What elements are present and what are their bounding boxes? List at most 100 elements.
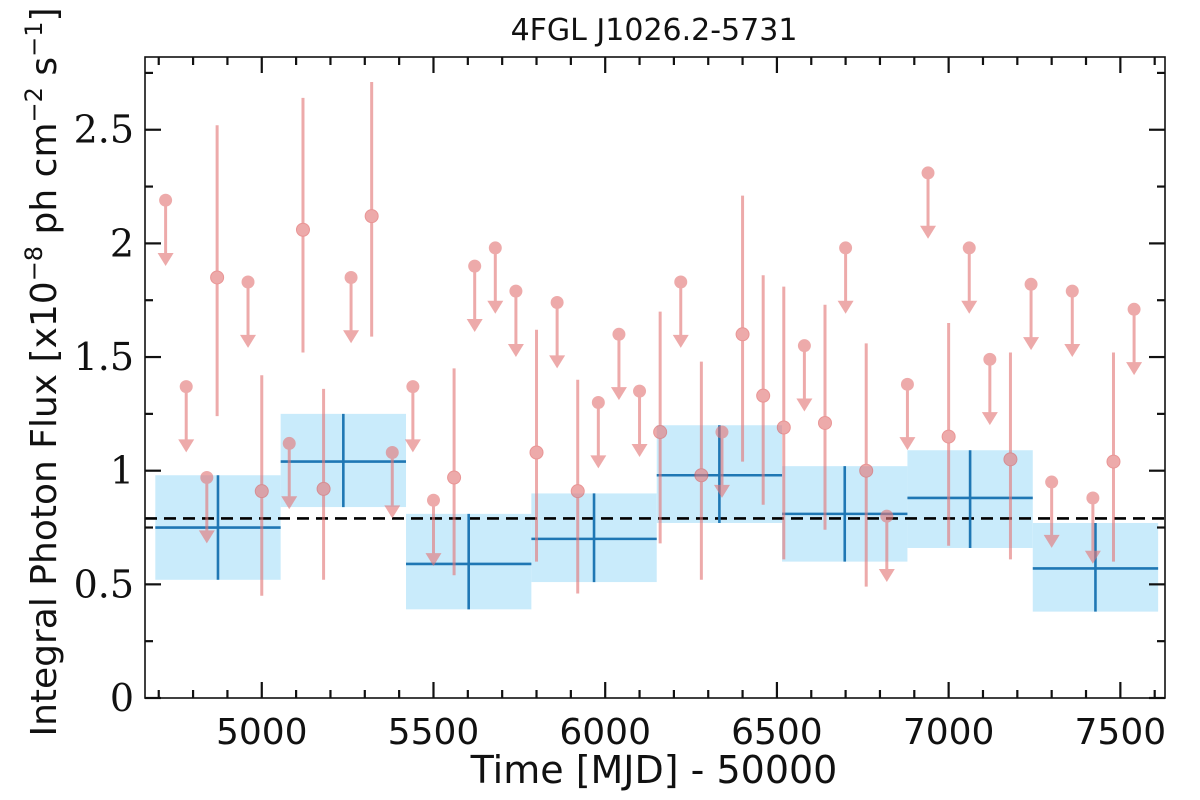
upper-limit-26	[1043, 475, 1060, 548]
upper-limit-head-3	[240, 334, 257, 348]
upper-limit-12	[549, 295, 566, 369]
upper-limit-6	[384, 446, 401, 519]
upper-limit-5	[343, 270, 360, 344]
upper-limit-marker-16	[674, 275, 688, 289]
upper-limit-head-18	[796, 398, 813, 412]
y-tick-label-3: 1.5	[74, 335, 134, 379]
upper-limit-head-12	[549, 355, 566, 369]
y-axis-label-mid-2: s	[24, 57, 65, 87]
detection-marker-8	[653, 425, 668, 440]
detection-point-9	[694, 361, 709, 580]
upper-limit-head-24	[981, 412, 998, 426]
detection-point-10	[735, 195, 750, 462]
upper-limit-head-11	[507, 343, 524, 357]
upper-limit-head-19	[837, 300, 854, 314]
upper-limit-28	[1084, 491, 1101, 564]
upper-limit-head-5	[343, 330, 360, 344]
detection-point-7	[570, 379, 585, 594]
y-tick-label-5: 2.5	[74, 108, 134, 152]
detection-point-1	[254, 375, 269, 596]
y-axis-label-mid: ph cm	[24, 122, 65, 245]
x-tick-label-6000: 6000	[559, 712, 651, 753]
detection-point-8	[653, 311, 668, 544]
upper-limit-head-6	[384, 505, 401, 519]
detection-point-11	[756, 275, 771, 505]
detection-marker-2	[295, 222, 310, 237]
upper-limit-marker-4	[282, 436, 296, 450]
y-axis-label-end: ]	[24, 7, 65, 21]
y-tick-label-4: 2	[110, 221, 134, 265]
detection-marker-11	[756, 388, 771, 403]
upper-limit-marker-2	[200, 471, 214, 485]
upper-limit-head-25	[1023, 337, 1040, 351]
upper-limit-marker-28	[1086, 491, 1100, 505]
upper-limit-3	[240, 275, 257, 348]
upper-limit-29	[1126, 302, 1143, 376]
upper-limit-head-2	[198, 530, 215, 544]
upper-limit-marker-21	[900, 377, 914, 391]
upper-limit-24	[981, 352, 998, 426]
upper-limit-marker-7	[406, 380, 420, 394]
upper-limit-marker-20	[880, 509, 894, 523]
upper-limit-13	[590, 396, 607, 469]
upper-limit-head-16	[672, 334, 689, 348]
x-tick-label-5500: 5500	[388, 712, 480, 753]
upper-limit-9	[466, 259, 483, 332]
x-tick-labels: 5000 5500 6000 6500 7000 7500	[216, 712, 1166, 753]
detection-point-6	[529, 329, 544, 562]
upper-limit-marker-6	[385, 446, 399, 460]
detection-point-2	[295, 97, 310, 353]
detection-point-5	[447, 368, 462, 576]
y-axis-label-exp-1: −8	[20, 246, 48, 281]
upper-limit-head-28	[1084, 550, 1101, 564]
detection-point-17	[1106, 352, 1121, 562]
upper-limit-21	[899, 377, 916, 451]
upper-limit-marker-29	[1127, 302, 1141, 316]
upper-limit-head-22	[920, 225, 937, 239]
y-axis-label-exp-2: −2	[20, 87, 48, 122]
x-tick-label-7500: 7500	[1075, 712, 1167, 753]
upper-limit-head-15	[631, 443, 648, 457]
detection-marker-10	[735, 327, 750, 342]
detection-marker-17	[1106, 454, 1121, 469]
y-tick-labels: 0 0.5 1 1.5 2 2.5	[74, 108, 134, 720]
upper-limit-marker-8	[426, 493, 440, 507]
upper-limit-marker-25	[1024, 277, 1038, 291]
upper-limit-7	[404, 380, 421, 453]
detection-marker-16	[1003, 452, 1018, 467]
x-axis-label: Time [MJD] - 50000	[470, 748, 838, 792]
upper-limit-head-7	[404, 439, 421, 453]
upper-limit-head-29	[1126, 362, 1143, 376]
upper-limit-27	[1064, 284, 1081, 357]
upper-limit-marker-23	[962, 241, 976, 255]
upper-limit-11	[507, 284, 524, 357]
detection-marker-7	[570, 484, 585, 499]
upper-limit-marker-12	[550, 295, 564, 309]
upper-limit-head-0	[157, 253, 174, 267]
y-tick-label-2: 1	[110, 449, 134, 493]
detection-marker-3	[316, 481, 331, 496]
upper-limit-marker-5	[344, 270, 358, 284]
chart-title: 4FGL J1026.2-5731	[511, 13, 798, 48]
y-tick-label-0: 0	[110, 676, 134, 720]
upper-limit-marker-26	[1045, 475, 1059, 489]
detection-point-12	[776, 286, 791, 560]
upper-limit-14	[610, 327, 627, 401]
detection-marker-9	[694, 468, 709, 483]
upper-limit-head-9	[466, 318, 483, 332]
detection-marker-15	[941, 429, 956, 444]
detection-point-3	[316, 388, 331, 580]
upper-limit-marker-14	[612, 327, 626, 341]
upper-limit-head-27	[1064, 343, 1081, 357]
upper-limit-marker-18	[797, 339, 811, 353]
detection-point-0	[210, 125, 225, 417]
detection-point-4	[364, 82, 379, 337]
upper-limit-head-21	[899, 437, 916, 451]
x-tick-label-7000: 7000	[903, 712, 995, 753]
upper-limit-marker-1	[179, 380, 193, 394]
detection-marker-0	[210, 270, 225, 285]
upper-limit-marker-9	[468, 259, 482, 273]
y-axis-label-exp-3: −1	[20, 22, 48, 57]
upper-limit-15	[631, 384, 648, 457]
